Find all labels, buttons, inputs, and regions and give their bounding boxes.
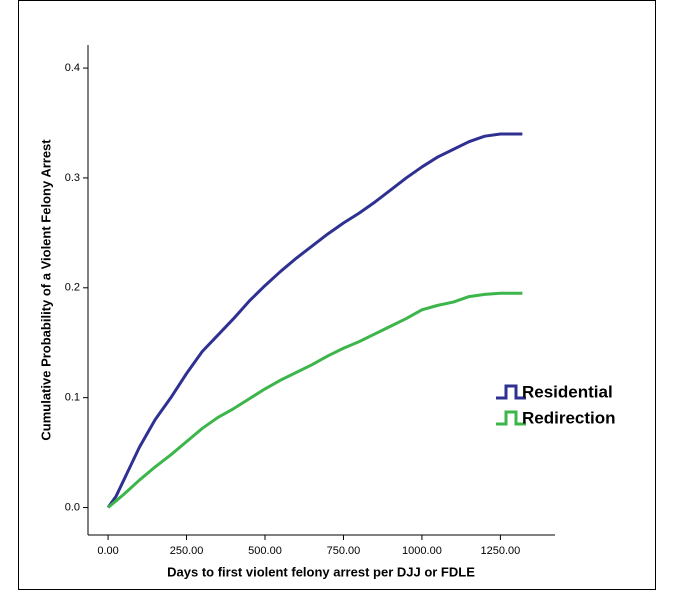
y-tick-label: 0.2 (65, 282, 80, 294)
legend-swatch (496, 410, 526, 426)
x-axis-title: Days to first violent felony arrest per … (167, 564, 475, 579)
legend-swatch (496, 384, 526, 400)
x-tick-label: 1000.00 (402, 545, 442, 557)
series-line (106, 132, 523, 509)
y-tick-label: 0.3 (65, 172, 80, 184)
legend-label: Residential (522, 382, 613, 401)
legend-label: Redirection (522, 408, 616, 427)
x-tick-label: 1250.00 (481, 545, 521, 557)
y-axis-title: Cumulative Probability of a Violent Felo… (38, 139, 53, 441)
x-tick-label: 500.00 (248, 545, 282, 557)
x-tick-label: 0.00 (97, 545, 118, 557)
y-tick-label: 0.0 (65, 501, 80, 513)
frame (18, 0, 656, 590)
x-tick-label: 750.00 (327, 545, 361, 557)
y-tick-label: 0.4 (65, 62, 80, 74)
x-tick-label: 250.00 (170, 545, 204, 557)
y-tick-label: 0.1 (65, 392, 80, 404)
series-line (107, 291, 523, 509)
